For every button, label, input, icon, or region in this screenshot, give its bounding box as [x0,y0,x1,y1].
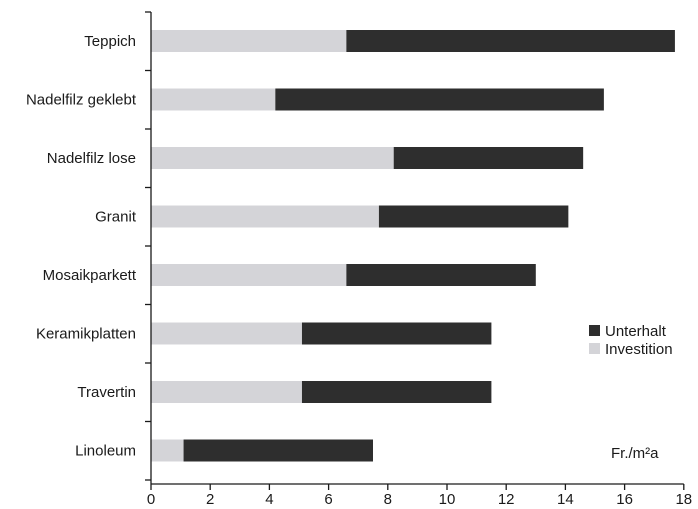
bar-granit-unterhalt [378,205,569,228]
bar-nadelfilz-geklebt-investition [151,88,276,111]
x-tick-label: 2 [206,491,214,508]
x-tick-label: 18 [675,491,692,508]
category-label-keramikplatten: Keramikplatten [36,326,136,343]
bar-travertin-investition [151,381,302,403]
legend-label-unterhalt: Unterhalt [605,323,667,340]
x-tick-label: 8 [384,491,392,508]
bar-nadelfilz-lose-unterhalt [393,147,584,169]
bar-nadelfilz-geklebt-unterhalt [275,88,604,111]
category-label-travertin: Travertin [77,384,136,401]
bar-mosaikparkett-investition [151,264,347,286]
category-label-mosaikparkett: Mosaikparkett [43,267,137,284]
legend: Unterhalt Investition [589,323,673,358]
x-tick-label: 16 [616,491,633,508]
x-tick-label: 10 [439,491,456,508]
legend-label-investition: Investition [605,341,673,358]
y-axis: Teppich Nadelfilz geklebt Nadelfilz lose Gr… [26,11,152,484]
x-tick-label: 6 [324,491,332,508]
x-tick-label: 0 [147,491,155,508]
category-label-nadelfilz-lose: Nadelfilz lose [47,150,136,167]
bar-nadelfilz-lose-investition [151,147,394,169]
category-label-teppich: Teppich [84,33,136,50]
category-label-linoleum: Linoleum [75,443,136,460]
x-axis: 0 2 4 6 8 10 12 14 16 18 [147,483,692,508]
bars-group [151,30,675,462]
bar-mosaikparkett-unterhalt [346,264,536,286]
legend-swatch-unterhalt [589,325,600,336]
x-tick-label: 12 [498,491,515,508]
bar-linoleum-investition [151,439,184,462]
bar-keramikplatten-unterhalt [301,322,492,345]
bar-teppich-unterhalt [346,30,675,52]
legend-swatch-investition [589,343,600,354]
bar-teppich-investition [151,30,347,52]
unit-label: Fr./m²a [611,445,659,462]
bar-travertin-unterhalt [301,381,492,403]
bar-linoleum-unterhalt [183,439,373,462]
x-tick-label: 4 [265,491,273,508]
x-tick-label: 14 [557,491,574,508]
bar-keramikplatten-investition [151,322,302,345]
category-label-granit: Granit [95,209,137,226]
category-label-nadelfilz-geklebt: Nadelfilz geklebt [26,92,137,109]
bar-granit-investition [151,205,379,228]
